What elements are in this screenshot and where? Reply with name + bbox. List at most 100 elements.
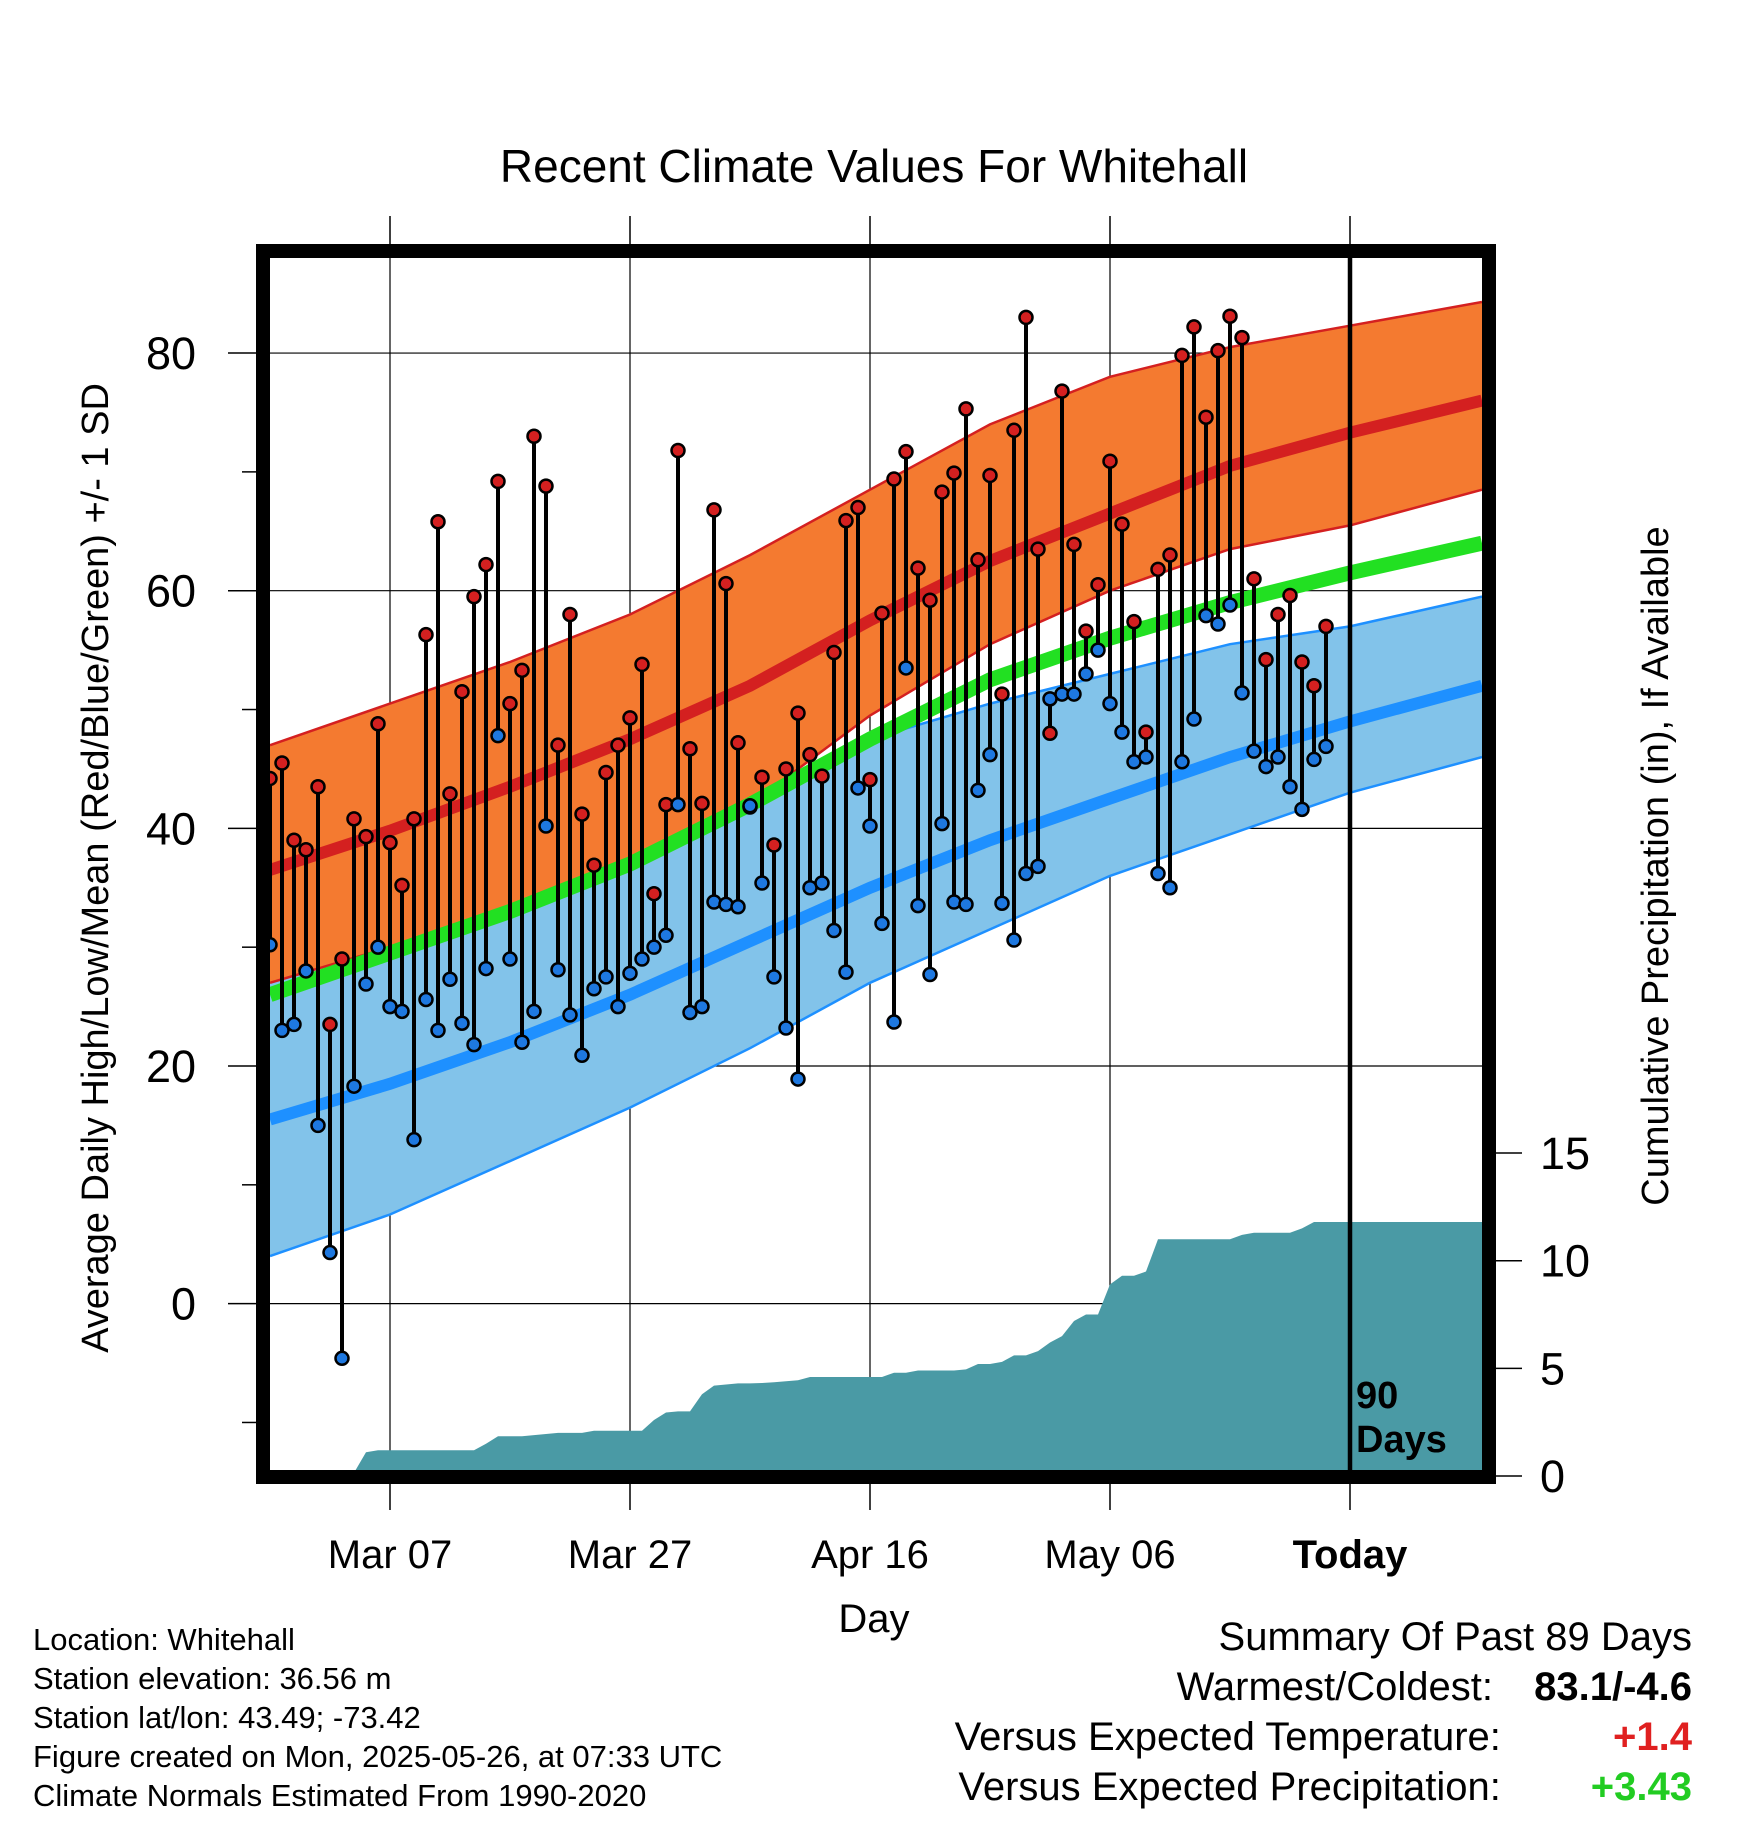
low-point — [622, 965, 638, 982]
low-point — [550, 962, 566, 978]
high-point — [1018, 309, 1034, 326]
today-label: 90 — [1356, 1375, 1398, 1417]
location-text: Location: Whitehall — [33, 1622, 295, 1657]
high-point — [622, 710, 638, 726]
low-point — [886, 1014, 902, 1030]
high-point — [718, 575, 734, 592]
high-point — [1006, 422, 1022, 439]
high-point — [994, 686, 1010, 702]
high-point — [1294, 654, 1310, 670]
high-point — [430, 514, 446, 530]
low-point — [1234, 685, 1250, 701]
high-point — [982, 467, 998, 484]
plot-frame — [256, 244, 1496, 1484]
high-point — [418, 626, 434, 643]
high-point — [1114, 516, 1130, 532]
high-point — [790, 705, 806, 721]
high-point — [1102, 453, 1118, 469]
high-normal-line — [270, 394, 1482, 876]
high-point — [274, 755, 290, 771]
high-point — [1066, 536, 1082, 553]
low-point — [346, 1078, 362, 1094]
high-point — [826, 644, 842, 661]
low-point — [922, 966, 938, 983]
low-point — [1186, 711, 1202, 727]
high-point — [298, 841, 314, 858]
low-point — [1066, 686, 1082, 702]
high-point — [1126, 613, 1142, 630]
summary-heading: Summary Of Past 89 Days — [1218, 1615, 1692, 1659]
high-point — [766, 837, 782, 853]
high-point — [1150, 561, 1166, 578]
low-point — [754, 875, 770, 891]
low-point — [598, 969, 614, 985]
low-point — [994, 895, 1010, 911]
y-tick-label: 40 — [146, 803, 196, 854]
low-point — [634, 951, 650, 967]
low-point — [718, 896, 734, 913]
low-point — [1078, 666, 1094, 682]
low-point — [1282, 779, 1298, 795]
high-point — [778, 761, 794, 777]
low-point — [658, 927, 674, 944]
high-point — [1282, 587, 1298, 604]
low-point — [274, 1022, 290, 1039]
high-point — [1198, 409, 1214, 425]
high-point — [730, 735, 746, 751]
high-point — [1054, 383, 1070, 399]
high-point — [550, 737, 566, 753]
latlon-text: Station lat/lon: 43.49; -73.42 — [33, 1700, 421, 1735]
low-point — [502, 951, 518, 967]
high-point — [586, 857, 602, 873]
y-tick-label: 0 — [171, 1279, 196, 1330]
high-point — [682, 740, 698, 757]
precip-value: +3.43 — [1590, 1765, 1692, 1809]
low-point — [730, 899, 746, 915]
low-point — [562, 1007, 578, 1023]
x-axis-label: Day — [838, 1597, 909, 1641]
x-tick-label: Mar 27 — [568, 1533, 693, 1577]
x-tick-label: May 06 — [1044, 1533, 1175, 1577]
low-point — [322, 1244, 338, 1261]
high-point — [970, 552, 986, 568]
high-point — [358, 828, 374, 845]
low-point — [646, 939, 662, 955]
low-point — [778, 1020, 794, 1036]
low-point — [1270, 749, 1286, 765]
low-point — [406, 1131, 422, 1148]
high-point — [910, 560, 926, 576]
high-point — [1078, 623, 1094, 639]
high-point — [946, 465, 962, 481]
high-point — [442, 786, 458, 802]
y-axis-label: Average Daily High/Low/Mean (Red/Blue/Gr… — [75, 383, 117, 1353]
summary-panel: Summary Of Past 89 Days Warmest/Coldest:… — [955, 1612, 1692, 1812]
high-point — [1246, 571, 1262, 587]
high-point — [1270, 606, 1286, 623]
high-point — [310, 779, 326, 795]
high-point — [286, 832, 302, 848]
high-point — [1174, 347, 1190, 364]
high-point — [898, 443, 914, 460]
high-point — [502, 695, 518, 712]
high-point — [1234, 329, 1250, 346]
low-point — [874, 915, 890, 932]
low-point — [270, 937, 278, 953]
created-text: Figure created on Mon, 2025-05-26, at 07… — [33, 1739, 723, 1774]
high-point — [598, 764, 614, 781]
x-tick-label: Mar 07 — [328, 1533, 453, 1577]
low-point — [1090, 642, 1106, 658]
low-point — [934, 815, 950, 832]
low-point — [1030, 858, 1046, 875]
x-tick-label: Apr 16 — [811, 1533, 929, 1577]
low-point — [946, 894, 962, 910]
elevation-text: Station elevation: 36.56 m — [33, 1661, 392, 1696]
y2-tick-label: 10 — [1540, 1236, 1590, 1287]
low-point — [334, 1350, 350, 1367]
low-point — [982, 746, 998, 763]
low-point — [790, 1071, 806, 1087]
high-point — [466, 588, 482, 605]
high-point — [634, 656, 650, 673]
precip-area — [355, 1222, 1482, 1470]
high-point — [562, 606, 578, 623]
